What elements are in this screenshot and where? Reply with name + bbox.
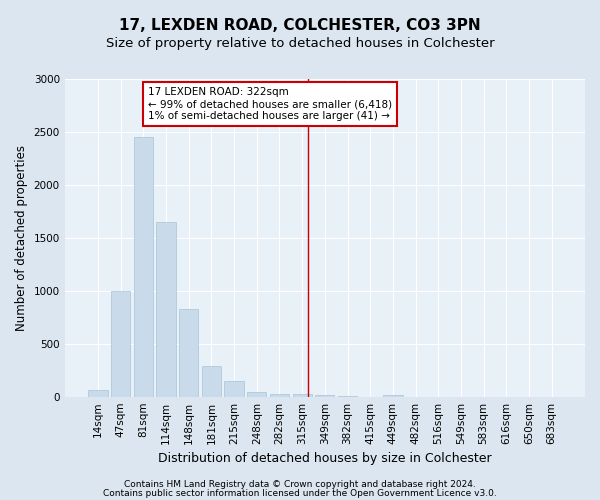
Bar: [315, 394, 334, 396]
Text: Contains HM Land Registry data © Crown copyright and database right 2024.: Contains HM Land Registry data © Crown c…: [124, 480, 476, 489]
Bar: [111, 291, 130, 397]
Bar: [179, 309, 199, 396]
Bar: [157, 222, 176, 396]
Bar: [293, 394, 312, 396]
Text: 17 LEXDEN ROAD: 322sqm
← 99% of detached houses are smaller (6,418)
1% of semi-d: 17 LEXDEN ROAD: 322sqm ← 99% of detached…: [148, 88, 392, 120]
Text: Size of property relative to detached houses in Colchester: Size of property relative to detached ho…: [106, 38, 494, 51]
Bar: [383, 395, 403, 396]
X-axis label: Distribution of detached houses by size in Colchester: Distribution of detached houses by size …: [158, 452, 491, 465]
Bar: [270, 394, 289, 396]
Text: Contains public sector information licensed under the Open Government Licence v3: Contains public sector information licen…: [103, 488, 497, 498]
Y-axis label: Number of detached properties: Number of detached properties: [15, 145, 28, 331]
Bar: [88, 390, 107, 396]
Bar: [134, 137, 153, 396]
Text: 17, LEXDEN ROAD, COLCHESTER, CO3 3PN: 17, LEXDEN ROAD, COLCHESTER, CO3 3PN: [119, 18, 481, 32]
Bar: [224, 382, 244, 396]
Bar: [202, 366, 221, 396]
Bar: [247, 392, 266, 396]
